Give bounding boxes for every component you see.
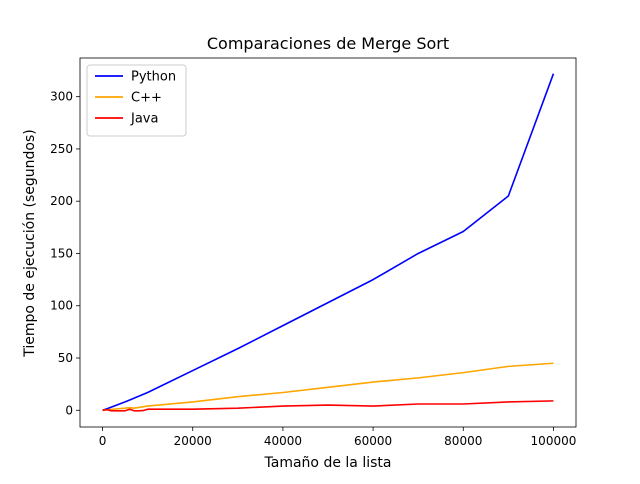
y-tick-label: 150 [50, 246, 73, 260]
series-line-java [102, 400, 554, 412]
series-line-python [102, 73, 555, 412]
x-tick-label: 40000 [264, 434, 302, 448]
x-tick-label: 60000 [354, 434, 392, 448]
y-axis-label: Tiempo de ejecución (segundos) [22, 129, 38, 358]
y-tick-label: 300 [50, 90, 73, 104]
plot-area: 0 20000 40000 60000 80000 100000 0 50 100 150 200 2… [50, 57, 577, 448]
x-tick-label: 20000 [174, 434, 212, 448]
series-line-c- [102, 362, 554, 412]
x-tick-label: 0 [99, 434, 107, 448]
legend-label: C++ [131, 91, 162, 106]
x-tick-label: 80000 [444, 434, 482, 448]
x-tick-label: 100000 [531, 434, 577, 448]
legend-label: Python [131, 70, 176, 85]
axes-frame [79, 57, 577, 428]
y-tick-label: 0 [65, 403, 73, 417]
x-axis-label: Tamaño de la lista [264, 455, 392, 471]
y-tick-label: 100 [50, 299, 73, 313]
legend-label: Java [130, 112, 158, 127]
y-tick-label: 200 [50, 194, 73, 208]
y-tick-label: 250 [50, 142, 73, 156]
chart-title: Comparaciones de Merge Sort [207, 34, 449, 53]
y-tick-label: 50 [58, 351, 73, 365]
